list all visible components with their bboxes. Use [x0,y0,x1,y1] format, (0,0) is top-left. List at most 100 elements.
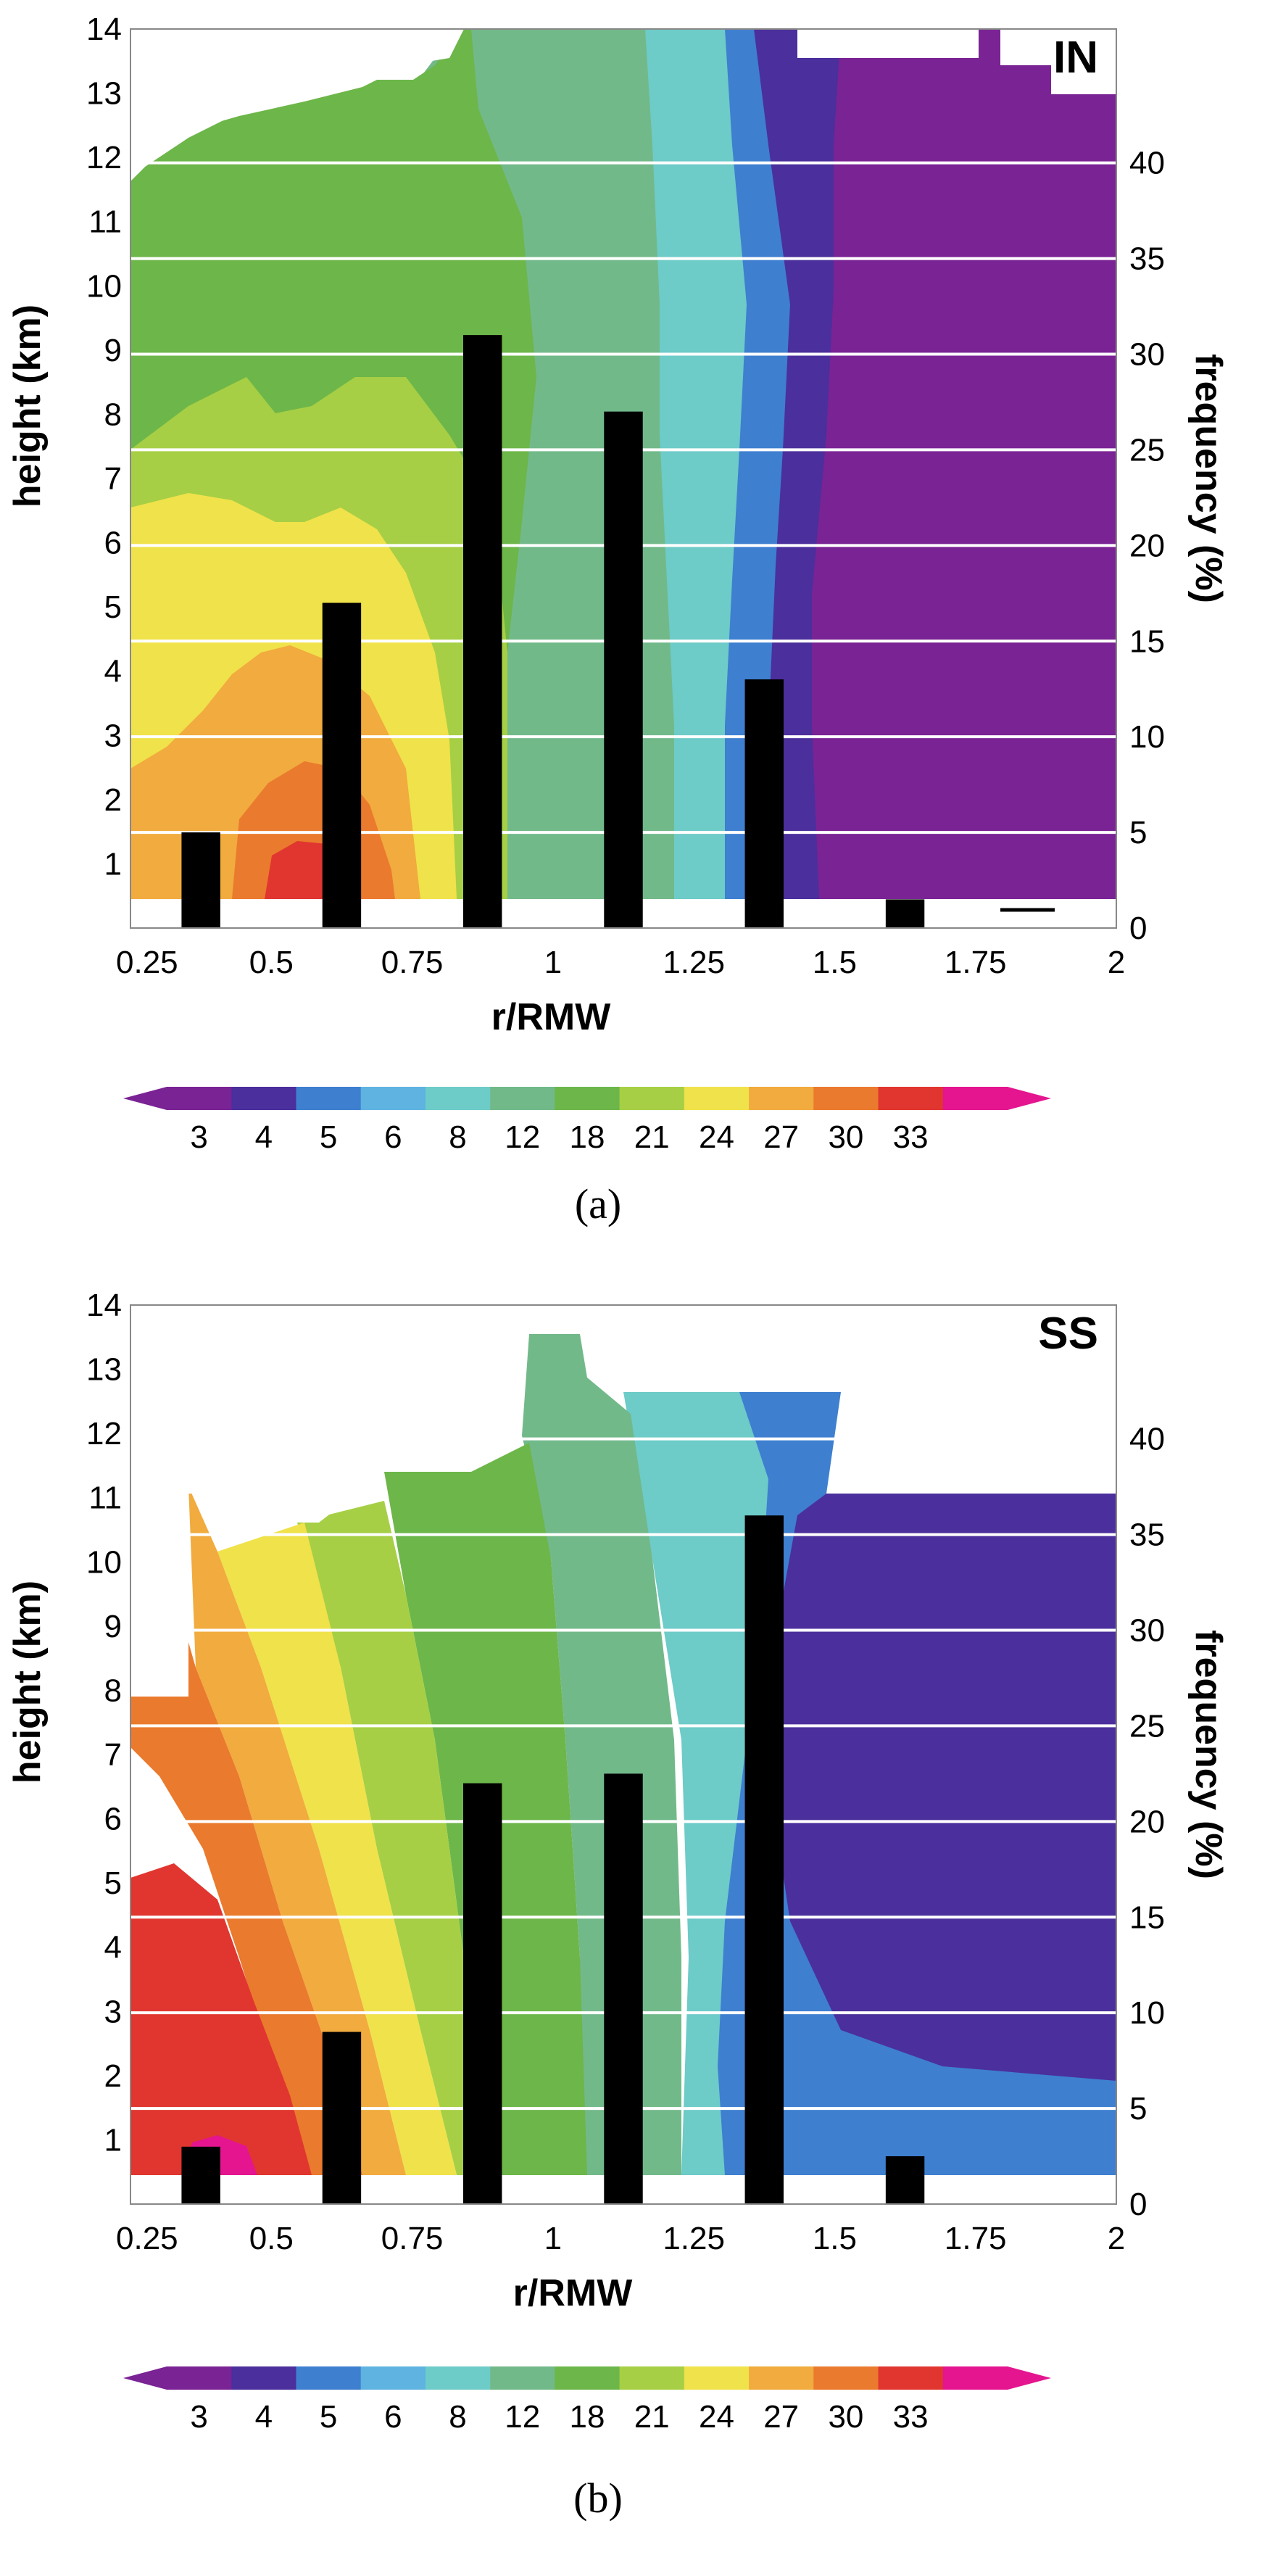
panel-a-colorbar-swatch-7 [619,1087,685,1110]
panel-b-y2-tick-0: 0 [1129,2187,1147,2222]
panel-b-colorbar-label-1: 4 [255,2399,273,2435]
panel-b-colorbar-swatch-1 [231,2366,296,2390]
panel-b-colorbar-high-arrow [1008,2366,1051,2390]
panel-b-y-tick-1: 2 [104,2058,122,2094]
panel-a-y-tick-10: 11 [88,204,122,240]
panel-a-gap-1 [130,29,464,181]
panel-a-colorbar-swatch-0 [167,1087,232,1110]
panel-a-x-tick-0: 0.25 [116,945,178,980]
panel-a-y-tick-8: 9 [104,333,122,368]
panel-a-y-tick-5: 6 [104,526,122,561]
panel-b-x-ticks: 0.25 0.5 0.75 1 1.25 1.5 1.75 2 [116,2221,1125,2256]
panel-a-colorbar-label-1: 4 [255,1119,273,1155]
panel-b-colorbar-label-5: 12 [505,2399,540,2435]
panel-a-y2-tick-8: 40 [1129,146,1165,181]
panel-b-band-1 [783,1494,1116,2175]
panel-b-colorbar-label-7: 21 [634,2399,670,2435]
panel-a-bar-5 [885,899,925,928]
panel-a: 0.25 0.5 0.75 1 1.25 1.5 1.75 2 123456789101112… [7,12,1229,1227]
panel-a-band-1 [797,29,1116,899]
panel-a-colorbar-label-0: 3 [190,1119,207,1155]
panel-b-y2-axis-label: frequency (%) [1187,1630,1229,1879]
panel-a-colorbar-swatch-3 [360,1087,426,1110]
panel-a-colorbar-swatch-5 [490,1087,555,1110]
panel-b-x-tick-1: 0.5 [249,2221,294,2256]
panel-a-y2-tick-2: 10 [1129,719,1165,755]
panel-b-bar-5 [885,2156,925,2204]
panel-b-colorbar-label-6: 18 [570,2399,605,2435]
panel-a-x-tick-5: 1.5 [813,945,857,980]
panel-a-y-tick-7: 8 [104,397,122,432]
panel-b-label: SS [1038,1309,1098,1359]
panel-a-y-axis-label: height (km) [7,305,49,508]
panel-a-colorbar: 3 4 5 6 8 12 18 21 24 27 30 33 [123,1087,1051,1155]
panel-b-x-tick-0: 0.25 [116,2221,178,2256]
panel-a-colorbar-label-11: 33 [893,1119,929,1155]
panel-b-colorbar-swatch-6 [555,2366,621,2390]
panel-a-y2-tick-4: 20 [1129,528,1165,563]
panel-b-y-tick-2: 3 [104,1994,122,2029]
panel-b-colorbar-label-8: 24 [699,2399,734,2435]
panel-a-y-tick-6: 7 [104,461,122,497]
panel-b-frame [130,1304,1117,2205]
panel-b-bar-3 [604,1773,643,2204]
panel-b-bar-1 [322,2032,362,2204]
panel-b-y2-tick-6: 30 [1129,1613,1165,1649]
panel-a-colorbar-label-4: 8 [449,1119,466,1155]
panel-a-colorbar-label-7: 21 [634,1119,670,1155]
panel-b-y-tick-4: 5 [104,1865,122,1901]
panel-a-colorbar-high-arrow [1008,1087,1051,1110]
panel-b-y-tick-8: 9 [104,1609,122,1644]
panel-b-y2-tick-4: 20 [1129,1804,1165,1839]
panel-a-x-tick-4: 1.25 [663,945,725,980]
panel-a-y-tick-4: 5 [104,589,122,625]
panel-b-bar-4 [744,1515,784,2204]
panel-a-colorbar-swatch-9 [749,1087,814,1110]
panel-b-colorbar-swatch-12 [942,2366,1008,2390]
panel-a-y2-tick-6: 30 [1129,337,1165,373]
panel-b-y2-tick-5: 25 [1129,1708,1165,1744]
panel-b-gap-2 [587,1305,1116,1494]
panel-a-x-tick-3: 1 [544,945,562,980]
panel-a-label: IN [1053,33,1098,83]
panel-b-y2-tick-8: 40 [1129,1422,1165,1457]
panel-a-x-tick-2: 0.75 [381,945,444,980]
panel-a-colorbar-swatch-6 [555,1087,621,1110]
panel-a-colorbar-swatch-1 [231,1087,296,1110]
panel-a-bar-3 [604,411,643,928]
panel-a-y2-ticks: 0 5 10 15 20 25 30 35 40 [1129,146,1165,946]
panel-a-y-tick-1: 2 [104,782,122,818]
panel-b-colorbar-swatch-11 [878,2366,944,2390]
panel-b-colorbar-swatch-0 [167,2366,232,2390]
panel-b-y2-tick-7: 35 [1129,1517,1165,1553]
panel-a-bar-0 [181,832,220,928]
panel-b-y-tick-10: 11 [88,1480,122,1516]
panel-a-colorbar-swatch-4 [425,1087,491,1110]
panel-a-frame [130,28,1117,929]
panel-b-colorbar: 3 4 5 6 8 12 18 21 24 27 30 33 [123,2366,1051,2435]
panel-b-colorbar-swatch-5 [490,2366,555,2390]
panel-b-gap-1 [130,1305,529,1697]
panel-b-bar-0 [181,2146,220,2204]
panel-b-bar-2 [463,1783,502,2204]
panel-b-colorbar-swatch-9 [749,2366,814,2390]
panel-a-colorbar-swatch-8 [684,1087,750,1110]
panel-b-x-tick-6: 1.75 [945,2221,1007,2256]
panel-b-y2-tick-2: 10 [1129,1995,1165,2031]
panel-b-colorbar-swatch-2 [296,2366,362,2390]
panel-a-bar-2 [463,335,502,928]
panel-b-colorbar-label-11: 33 [893,2399,929,2435]
panel-a-gap-3 [1000,29,1116,94]
panel-a-y2-tick-1: 5 [1129,815,1147,850]
panel-b-band-10 [130,1863,312,2175]
panel-a-caption: (a) [575,1180,621,1227]
panel-b-y-tick-3: 4 [104,1930,122,1966]
panel-a-x-tick-6: 1.75 [945,945,1007,980]
panel-b-y-tick-11: 12 [86,1416,122,1451]
panel-a-bar-4 [744,679,784,928]
panel-b-caption: (b) [573,2474,623,2522]
panel-b-colorbar-swatch-10 [813,2366,879,2390]
